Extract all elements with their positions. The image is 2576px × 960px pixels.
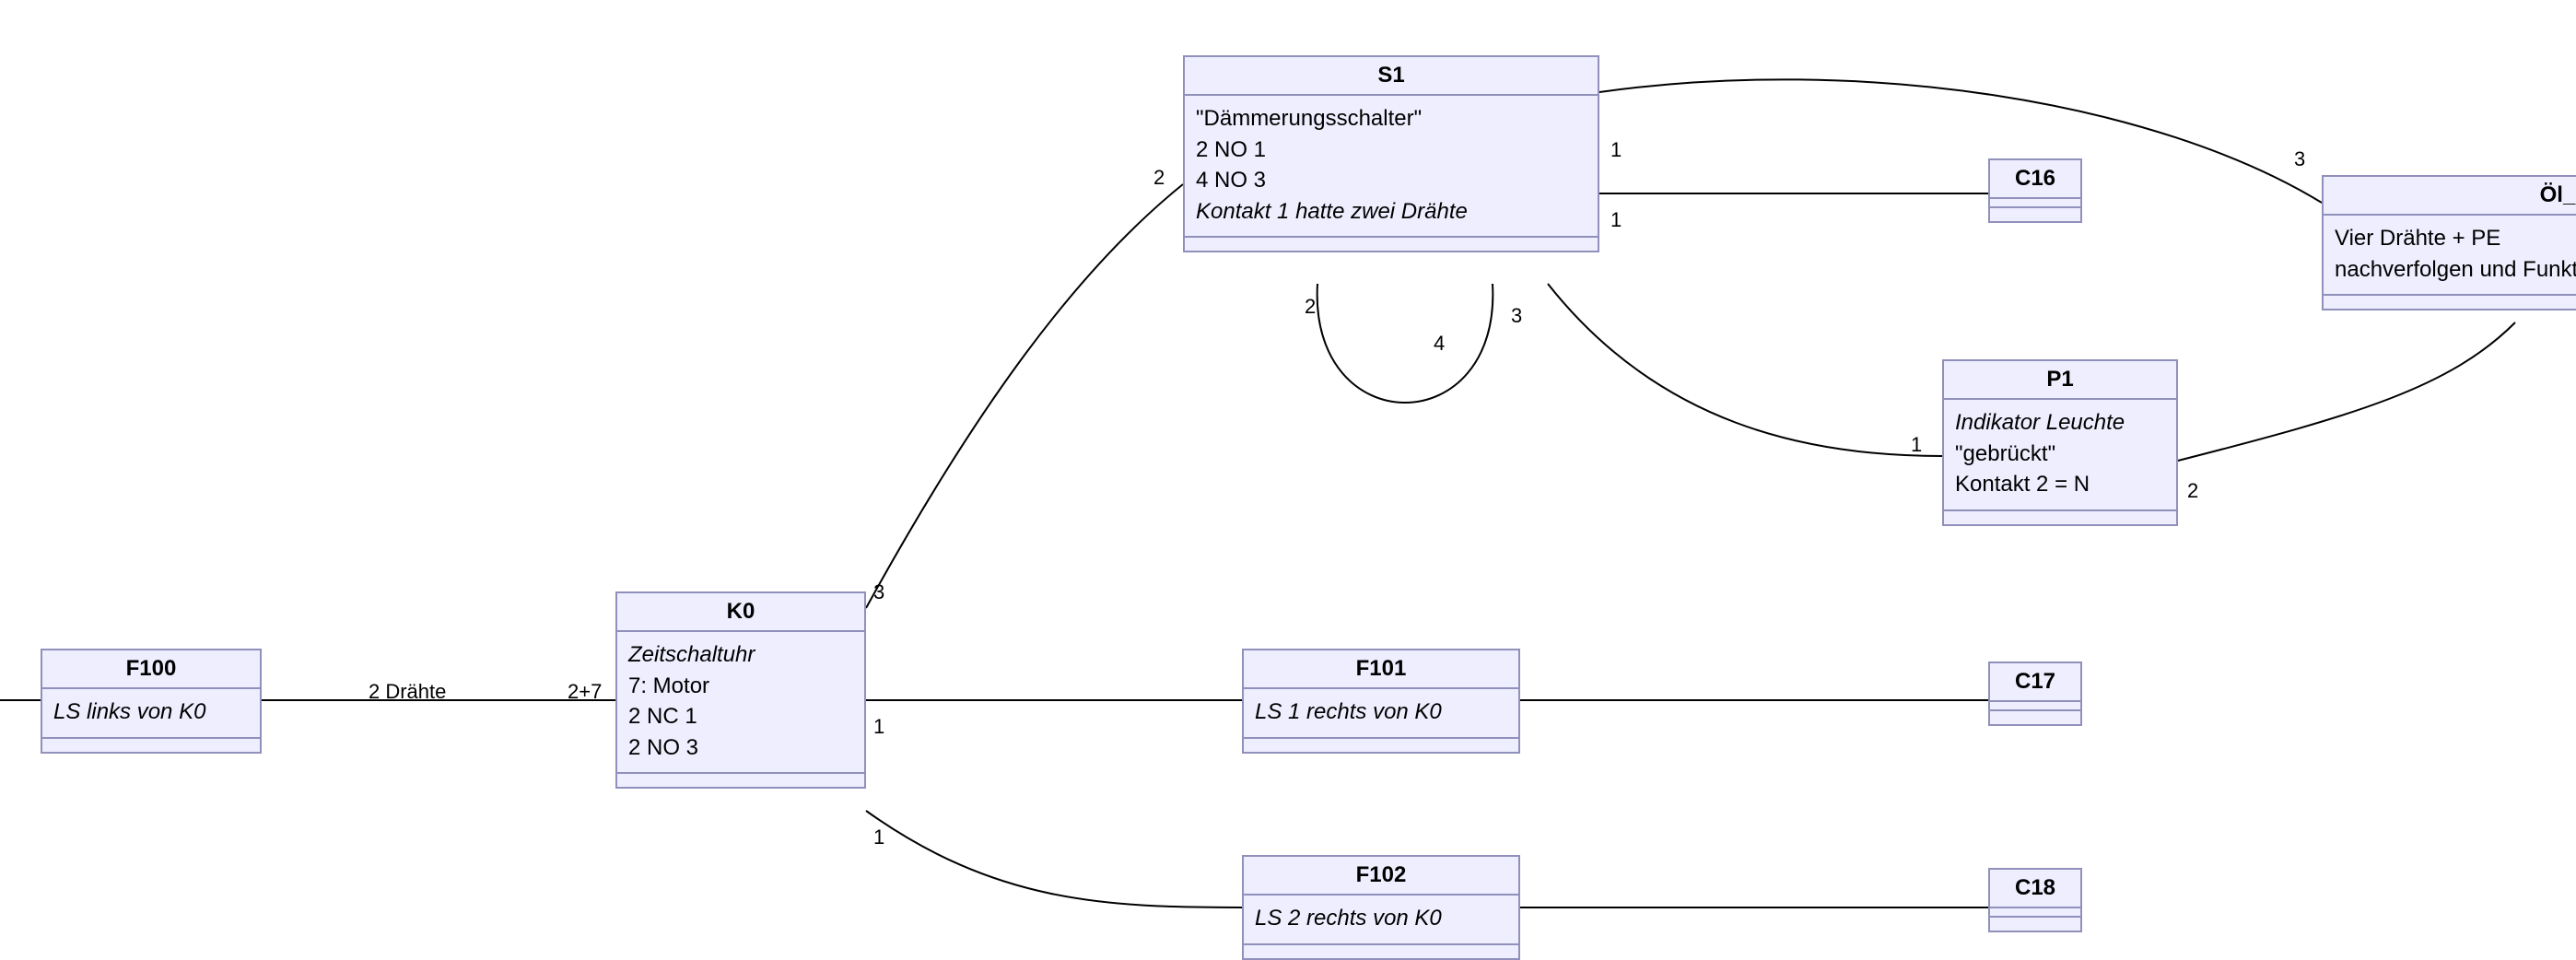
node-f101-body: LS 1 rechts von K0: [1244, 689, 1518, 739]
node-s1-foot: [1185, 238, 1598, 251]
node-c17: C17: [1988, 661, 2082, 726]
label-s1-right-1a: 1: [1610, 138, 1622, 162]
node-s1-line-2: 4 NO 3: [1196, 165, 1587, 196]
node-f101-title: F101: [1244, 650, 1518, 689]
node-c18-title: C18: [1990, 870, 2080, 908]
node-s1-line-0: "Dämmerungsschalter": [1196, 103, 1587, 135]
label-p1-left-1: 1: [1911, 433, 1922, 457]
node-f102-line-0: LS 2 rechts von K0: [1255, 903, 1507, 934]
node-p1-line-0: Indikator Leuchte: [1955, 407, 2165, 439]
edge-k0-to-s1: [866, 184, 1183, 608]
label-s1-bot-4: 4: [1434, 332, 1445, 356]
node-c18-body: [1990, 908, 2080, 918]
node-c17-title: C17: [1990, 663, 2080, 702]
node-p1-body: Indikator Leuchte "gebrückt" Kontakt 2 =…: [1944, 400, 2176, 511]
node-olflex-body: Vier Drähte + PE nachverfolgen und Funkt…: [2324, 216, 2576, 296]
node-f102-title: F102: [1244, 857, 1518, 896]
node-p1-foot: [1944, 511, 2176, 524]
node-s1: S1 "Dämmerungsschalter" 2 NO 1 4 NO 3 Ko…: [1183, 55, 1599, 252]
node-olflex-line-0: Vier Drähte + PE: [2335, 223, 2576, 254]
label-k0-right-1a: 1: [873, 715, 884, 739]
node-s1-body: "Dämmerungsschalter" 2 NO 1 4 NO 3 Konta…: [1185, 96, 1598, 238]
node-c16-title: C16: [1990, 160, 2080, 199]
label-s1-bot-2: 2: [1305, 295, 1316, 319]
node-f102-body: LS 2 rechts von K0: [1244, 896, 1518, 945]
node-c16-foot: [1990, 208, 2080, 221]
node-s1-line-3: Kontakt 1 hatte zwei Drähte: [1196, 196, 1587, 228]
label-k0-left-27: 2+7: [568, 680, 602, 704]
node-k0: K0 Zeitschaltuhr 7: Motor 2 NC 1 2 NO 3: [615, 591, 866, 789]
label-f100-k0: 2 Drähte: [369, 680, 446, 704]
node-c16: C16: [1988, 158, 2082, 223]
node-f100-title: F100: [42, 650, 260, 689]
edge-s1-loop: [1317, 284, 1493, 403]
edge-k0-to-f102: [866, 811, 1242, 907]
node-c18: C18: [1988, 868, 2082, 932]
edge-s1-to-olflex: [1599, 79, 2322, 203]
node-p1: P1 Indikator Leuchte "gebrückt" Kontakt …: [1942, 359, 2178, 526]
node-f102: F102 LS 2 rechts von K0: [1242, 855, 1520, 960]
label-k0-right-3: 3: [873, 580, 884, 604]
node-olflex: Öl_Flex Vier Drähte + PE nachverfolgen u…: [2322, 175, 2576, 310]
node-s1-title: S1: [1185, 57, 1598, 96]
node-p1-title: P1: [1944, 361, 2176, 400]
node-k0-line-1: 7: Motor: [628, 671, 853, 702]
label-s1-left-2: 2: [1153, 166, 1165, 190]
node-k0-line-2: 2 NC 1: [628, 701, 853, 732]
node-f102-foot: [1244, 945, 1518, 958]
node-p1-line-1: "gebrückt": [1955, 439, 2165, 470]
node-f101: F101 LS 1 rechts von K0: [1242, 649, 1520, 754]
node-f101-line-0: LS 1 rechts von K0: [1255, 697, 1507, 728]
node-olflex-line-1: nachverfolgen und Funktion prüfen!: [2335, 254, 2576, 286]
label-olflex-left-3: 3: [2294, 147, 2305, 171]
node-f101-foot: [1244, 739, 1518, 752]
node-f100: F100 LS links von K0: [41, 649, 262, 754]
node-f100-foot: [42, 739, 260, 752]
node-c17-foot: [1990, 711, 2080, 724]
node-f100-line-0: LS links von K0: [53, 697, 249, 728]
node-k0-line-3: 2 NO 3: [628, 732, 853, 764]
label-s1-right-1b: 1: [1610, 208, 1622, 232]
node-k0-title: K0: [617, 593, 864, 632]
node-olflex-foot: [2324, 296, 2576, 309]
diagram-canvas: F100 LS links von K0 K0 Zeitschaltuhr 7:…: [0, 0, 2576, 956]
node-k0-foot: [617, 774, 864, 787]
node-k0-body: Zeitschaltuhr 7: Motor 2 NC 1 2 NO 3: [617, 632, 864, 774]
label-p1-right-2: 2: [2187, 479, 2198, 503]
node-olflex-title: Öl_Flex: [2324, 177, 2576, 216]
node-c18-foot: [1990, 918, 2080, 931]
node-s1-line-1: 2 NO 1: [1196, 135, 1587, 166]
node-k0-line-0: Zeitschaltuhr: [628, 639, 853, 671]
edge-p1-to-olflex: [2178, 322, 2515, 461]
node-p1-line-2: Kontakt 2 = N: [1955, 469, 2165, 500]
node-c16-body: [1990, 199, 2080, 208]
node-c17-body: [1990, 702, 2080, 711]
label-s1-bot-3: 3: [1511, 304, 1522, 328]
node-f100-body: LS links von K0: [42, 689, 260, 739]
label-k0-right-1b: 1: [873, 825, 884, 849]
edge-s1-to-p1: [1548, 284, 1942, 456]
